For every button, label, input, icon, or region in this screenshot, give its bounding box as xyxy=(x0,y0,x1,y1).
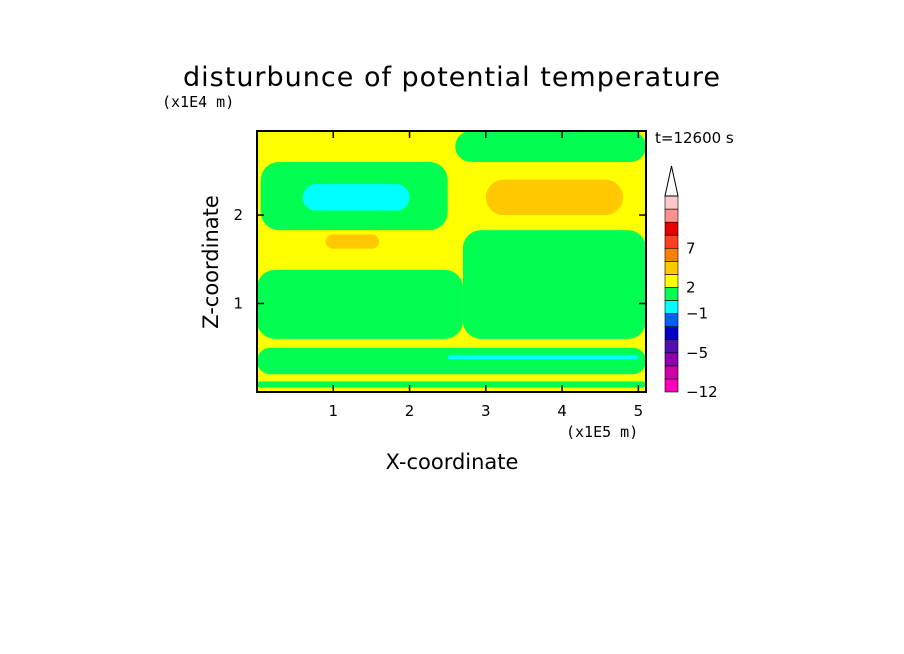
colorbar-segment xyxy=(664,287,679,301)
contour-regions xyxy=(257,131,646,392)
contour-region-orange xyxy=(485,179,624,216)
colorbar-segment xyxy=(664,247,679,262)
contour-region-green xyxy=(257,347,646,375)
colorbar-segment xyxy=(664,274,679,288)
contour-region-cyan xyxy=(302,184,410,211)
time-label: t=12600 s xyxy=(655,129,734,147)
colorbar-tick-label: 7 xyxy=(686,239,696,257)
colorbar-segment xyxy=(664,313,679,327)
contour-region-green xyxy=(257,269,463,339)
x-tick-label: 2 xyxy=(405,402,415,420)
x-axis: 1 2 3 4 5 xyxy=(329,131,644,420)
colorbar-segment xyxy=(664,261,679,275)
colorbar-segment xyxy=(664,208,679,223)
x-axis-label: X-coordinate xyxy=(386,450,519,474)
colorbar-segment xyxy=(664,378,679,393)
colorbar-tick-label: −12 xyxy=(686,383,718,401)
colorbar-segment xyxy=(664,195,679,210)
colorbar-tick-label: −1 xyxy=(686,305,708,323)
x-unit-label: (x1E5 m) xyxy=(566,423,638,441)
plot-frame xyxy=(256,130,647,393)
colorbar: 7 2 −1 −5 −12 xyxy=(664,165,718,401)
contour-region-green xyxy=(462,230,646,339)
colorbar-segment xyxy=(664,352,679,367)
y-axis-label: Z-coordinate xyxy=(199,195,223,329)
colorbar-segment xyxy=(664,365,679,380)
colorbar-extend-arrow xyxy=(664,165,679,197)
y-axis: 12 xyxy=(233,206,646,313)
colorbar-tick-label: 2 xyxy=(686,278,696,296)
x-tick-label: 5 xyxy=(634,402,644,420)
colorbar-segment xyxy=(664,234,679,249)
y-tick-label: 1 xyxy=(233,295,243,313)
chart-title: disturbunce of potential temperature xyxy=(183,62,721,93)
colorbar-segment xyxy=(664,339,679,354)
colorbar-segment xyxy=(664,221,679,236)
colorbar-tick-label: −5 xyxy=(686,344,708,362)
contour-region-green xyxy=(455,131,646,162)
colorbar-segment xyxy=(664,326,679,341)
contour-region-green xyxy=(257,381,646,388)
colorbar-segment xyxy=(664,300,679,314)
y-tick-label: 2 xyxy=(233,206,243,224)
x-tick-label: 4 xyxy=(557,402,567,420)
x-tick-label: 1 xyxy=(329,402,339,420)
contour-region-cyan xyxy=(447,354,639,360)
x-tick-label: 3 xyxy=(481,402,491,420)
contour-region-orange xyxy=(325,234,380,249)
y-unit-label: (x1E4 m) xyxy=(162,93,234,111)
